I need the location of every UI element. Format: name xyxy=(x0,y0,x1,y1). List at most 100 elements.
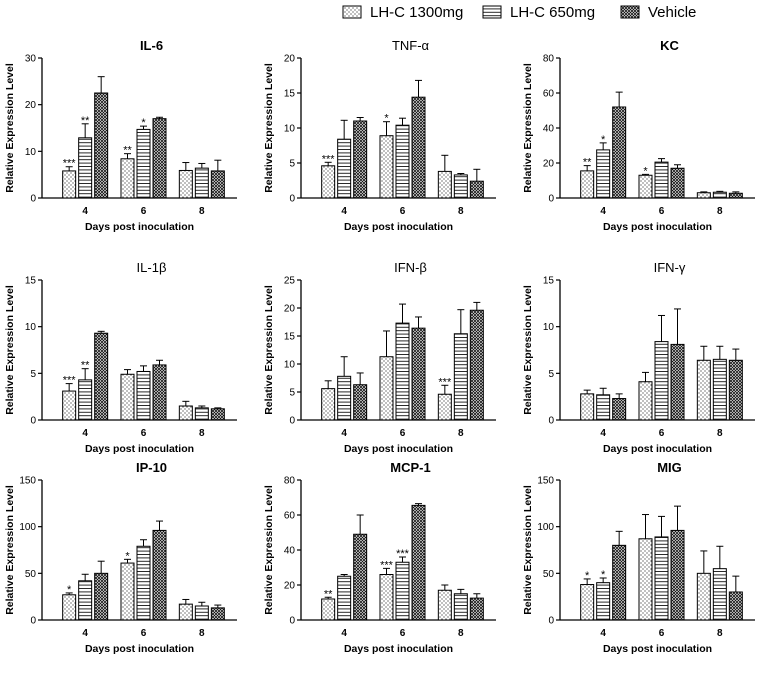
y-tick-label-0: 0 xyxy=(30,416,36,427)
bar-vehicle-day-6 xyxy=(670,529,685,621)
chart-kc: KC Relative Expression Level 0 20 40 60 80 4 ** *… xyxy=(518,30,777,255)
bar-lh-c-1300mg-day-6 xyxy=(638,381,653,421)
y-tick-label-25: 25 xyxy=(284,276,296,287)
chart-svg: IFN-β Relative Expression Level 0 5 10 15 20 25… xyxy=(263,260,496,455)
y-axis-label: Relative Expression Level xyxy=(522,285,534,415)
x-axis-label: Days post inoculation xyxy=(85,221,194,233)
bar-lh-c-650mg-day-6 xyxy=(395,322,410,421)
y-tick-label-50: 50 xyxy=(25,569,37,580)
x-tick-label-4: 4 xyxy=(82,206,88,217)
bar-lh-c-650mg-day-6 xyxy=(654,536,669,621)
x-tick-label-6: 6 xyxy=(400,628,406,639)
significance-label: ** xyxy=(81,360,90,372)
bar-vehicle-day-6 xyxy=(152,364,167,421)
bar-lh-c-650mg-day-4 xyxy=(78,137,93,199)
bar-lh-c-650mg-day-6 xyxy=(136,545,151,621)
x-tick-label-6: 6 xyxy=(659,428,665,439)
x-axis-label: Days post inoculation xyxy=(603,643,712,655)
bar-lh-c-1300mg-day-4 xyxy=(321,388,336,421)
legend-item-lhc-650: LH-C 650mg xyxy=(482,2,595,22)
y-tick-label-20: 20 xyxy=(543,159,555,170)
bar-vehicle-day-8 xyxy=(469,180,484,199)
y-tick-label-150: 150 xyxy=(537,476,554,487)
bar-lh-c-1300mg-day-6 xyxy=(379,135,394,199)
bar-lh-c-1300mg-day-8 xyxy=(696,359,711,421)
chart-svg: IP-10 Relative Expression Level 0 50 100 150 4… xyxy=(4,460,237,655)
legend-label: Vehicle xyxy=(648,3,697,21)
bar-vehicle-day-6 xyxy=(411,327,426,421)
x-tick-label-8: 8 xyxy=(199,206,205,217)
y-axis-label: Relative Expression Level xyxy=(263,63,275,193)
chart-title: IL-1β xyxy=(137,260,167,275)
bar-lh-c-1300mg-day-4 xyxy=(62,390,77,421)
x-axis-label: Days post inoculation xyxy=(85,643,194,655)
chart-title: IFN-β xyxy=(394,260,427,275)
x-tick-label-6: 6 xyxy=(141,206,147,217)
bar-lh-c-650mg-day-4 xyxy=(337,138,352,199)
bar-vehicle-day-8 xyxy=(469,597,484,621)
bar-lh-c-650mg-day-6 xyxy=(395,124,410,199)
y-tick-label-15: 15 xyxy=(543,276,555,287)
y-tick-label-0: 0 xyxy=(30,616,36,627)
bar-lh-c-650mg-day-8 xyxy=(712,358,727,421)
bar-vehicle-day-4 xyxy=(612,544,627,621)
chart-ip-10: IP-10 Relative Expression Level 0 50 100 150 4… xyxy=(0,452,259,677)
x-tick-label-4: 4 xyxy=(82,628,88,639)
chart-svg: IFN-γ Relative Expression Level 0 5 10 15 4 6 8D… xyxy=(522,260,755,455)
chart-legend: LH-C 1300mg LH-C 650mg Vehicle xyxy=(330,0,778,24)
significance-label: ** xyxy=(81,115,90,127)
chart-mcp-1: MCP-1 Relative Expression Level 0 20 40 60 80 4… xyxy=(259,452,518,677)
bar-lh-c-1300mg-day-4 xyxy=(580,393,595,421)
chart-title: TNF-α xyxy=(392,38,430,53)
bar-lh-c-1300mg-day-8 xyxy=(437,393,452,421)
bar-vehicle-day-8 xyxy=(210,607,225,621)
chart-svg: TNF-α Relative Expression Level 0 5 10 15 20 4 *… xyxy=(263,38,496,233)
bar-lh-c-1300mg-day-6 xyxy=(120,373,135,421)
bar-vehicle-day-8 xyxy=(210,408,225,421)
chart-title: IL-6 xyxy=(140,38,163,53)
x-tick-label-4: 4 xyxy=(341,628,347,639)
y-axis-label: Relative Expression Level xyxy=(522,485,534,615)
y-tick-label-20: 20 xyxy=(284,54,296,65)
x-tick-label-4: 4 xyxy=(341,206,347,217)
y-tick-label-0: 0 xyxy=(548,194,554,205)
bar-vehicle-day-6 xyxy=(152,529,167,621)
y-tick-label-5: 5 xyxy=(289,159,295,170)
bar-lh-c-650mg-day-8 xyxy=(194,605,209,621)
significance-label: *** xyxy=(380,559,394,571)
significance-label: ** xyxy=(324,588,333,600)
y-tick-label-0: 0 xyxy=(289,416,295,427)
y-tick-label-10: 10 xyxy=(284,360,296,371)
x-tick-label-8: 8 xyxy=(458,628,464,639)
bar-lh-c-650mg-day-4 xyxy=(596,394,611,421)
bar-vehicle-day-4 xyxy=(353,120,368,199)
x-tick-label-8: 8 xyxy=(717,206,723,217)
bar-vehicle-day-6 xyxy=(670,343,685,421)
bar-lh-c-650mg-day-4 xyxy=(337,575,352,621)
legend-label: LH-C 1300mg xyxy=(370,3,464,21)
bar-vehicle-day-4 xyxy=(94,92,109,199)
bar-lh-c-1300mg-day-8 xyxy=(178,169,193,199)
bar-vehicle-day-4 xyxy=(612,106,627,199)
bar-lh-c-1300mg-day-4 xyxy=(62,594,77,621)
significance-label: *** xyxy=(63,375,77,387)
bar-vehicle-day-6 xyxy=(152,118,167,199)
y-tick-label-5: 5 xyxy=(30,369,36,380)
significance-label: * xyxy=(643,165,648,177)
x-tick-label-4: 4 xyxy=(600,206,606,217)
bar-vehicle-day-4 xyxy=(94,332,109,421)
bar-vehicle-day-6 xyxy=(670,167,685,199)
y-tick-label-10: 10 xyxy=(284,124,296,135)
y-tick-label-20: 20 xyxy=(25,100,37,111)
chart-title: IFN-γ xyxy=(654,260,686,275)
y-axis-label: Relative Expression Level xyxy=(522,63,534,193)
bar-vehicle-day-8 xyxy=(728,591,743,621)
significance-label: ** xyxy=(583,157,592,169)
x-tick-label-6: 6 xyxy=(400,206,406,217)
bar-vehicle-day-8 xyxy=(469,309,484,421)
y-tick-label-0: 0 xyxy=(548,616,554,627)
y-tick-label-80: 80 xyxy=(284,476,296,487)
bar-vehicle-day-8 xyxy=(728,192,743,199)
